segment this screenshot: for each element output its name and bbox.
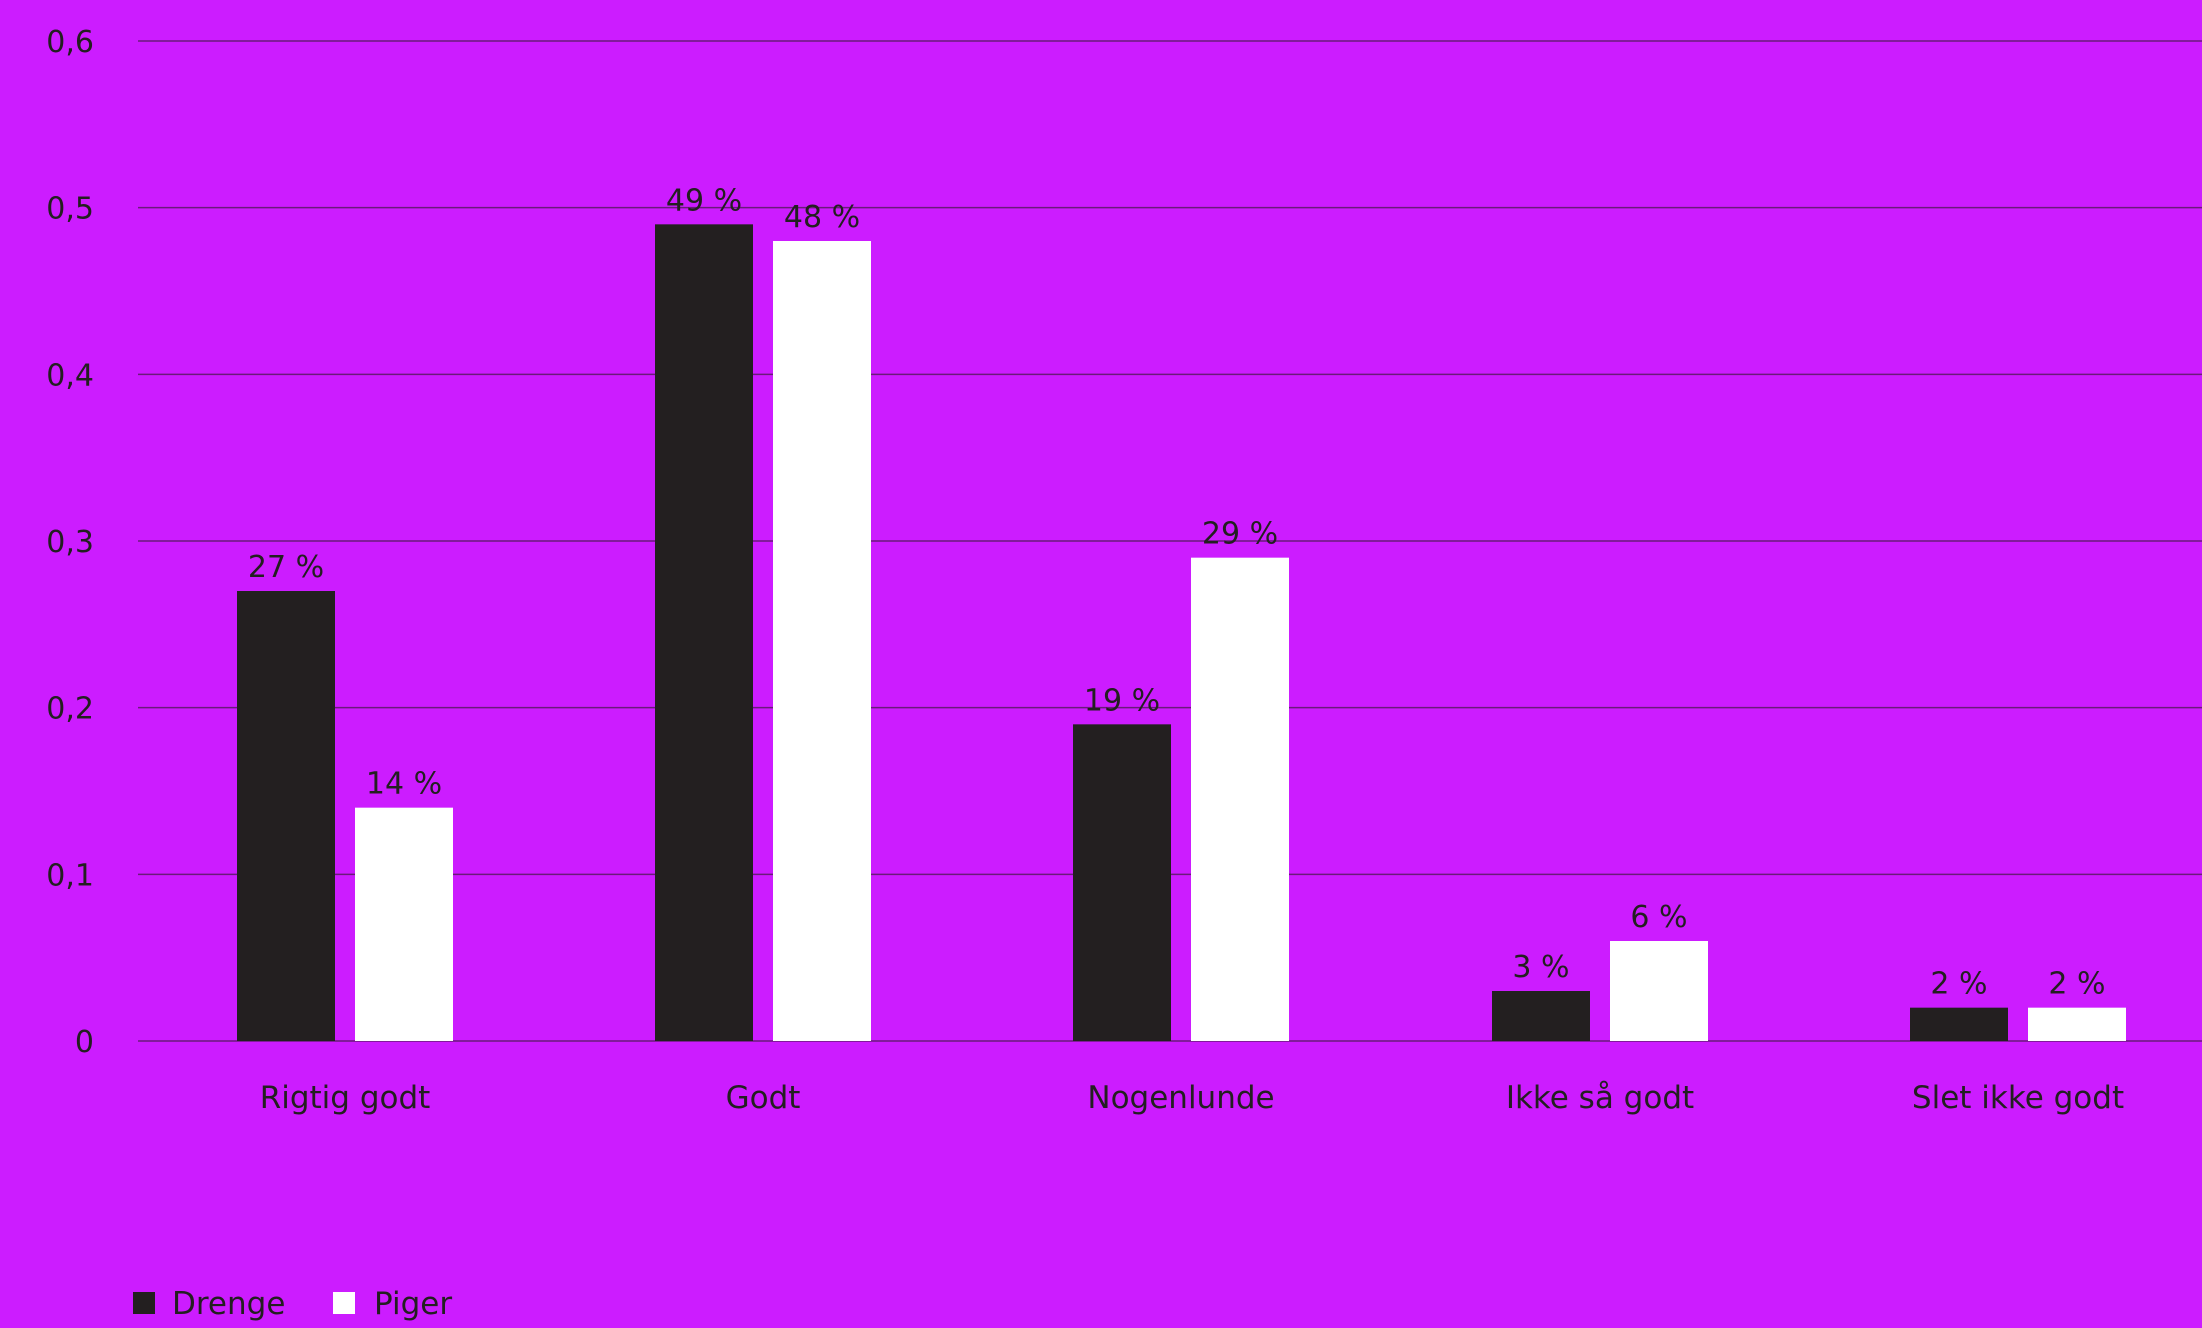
bar-piger-2 [1191, 557, 1289, 1041]
data-label: 6 % [1630, 900, 1687, 935]
bar-piger-3 [1610, 941, 1708, 1041]
x-tick-label: Ikke så godt [1506, 1080, 1694, 1116]
data-label: 19 % [1084, 683, 1160, 718]
legend-label-drenge: Drenge [172, 1286, 285, 1322]
y-tick-label: 0,3 [46, 525, 94, 560]
bars [237, 224, 2126, 1042]
x-tick-label: Nogenlunde [1087, 1080, 1274, 1116]
data-labels: 27 % 49 % 19 % 3 % 2 % 14 % 48 % 29 % 6 % 2 % [248, 183, 2106, 1001]
legend-swatch-drenge [133, 1292, 155, 1314]
bar-drenge-1 [655, 224, 753, 1042]
data-label: 29 % [1202, 517, 1278, 552]
y-axis-tick-labels: 0 0,1 0,2 0,3 0,4 0,5 0,6 [46, 25, 94, 1060]
data-label: 2 % [2048, 967, 2105, 1002]
bar-drenge-4 [1910, 1007, 2008, 1041]
data-label: 49 % [666, 183, 742, 218]
x-tick-label: Godt [726, 1080, 801, 1116]
x-tick-label: Slet ikke godt [1912, 1080, 2124, 1116]
legend-swatch-piger [333, 1292, 355, 1314]
bar-drenge-3 [1492, 991, 1590, 1041]
gridlines [138, 40, 2202, 1042]
y-tick-label: 0,4 [46, 358, 94, 393]
legend-label-piger: Piger [374, 1286, 452, 1322]
data-label: 27 % [248, 550, 324, 585]
y-tick-label: 0,5 [46, 192, 94, 227]
x-axis-tick-labels: Rigtig godt Godt Nogenlunde Ikke så godt Sle… [260, 1080, 2124, 1116]
data-label: 2 % [1930, 967, 1987, 1002]
y-tick-label: 0 [75, 1025, 94, 1060]
bar-piger-1 [773, 241, 871, 1041]
y-tick-label: 0,1 [46, 858, 94, 893]
x-tick-label: Rigtig godt [260, 1080, 431, 1116]
legend: Drenge Piger [133, 1286, 452, 1322]
y-tick-label: 0,2 [46, 692, 94, 727]
data-label: 3 % [1512, 950, 1569, 985]
data-label: 14 % [366, 767, 442, 802]
y-tick-label: 0,6 [46, 25, 94, 60]
bar-piger-4 [2028, 1007, 2126, 1041]
bar-piger-0 [355, 807, 453, 1041]
bar-drenge-2 [1073, 724, 1171, 1041]
data-label: 48 % [784, 200, 860, 235]
bar-drenge-0 [237, 591, 335, 1041]
